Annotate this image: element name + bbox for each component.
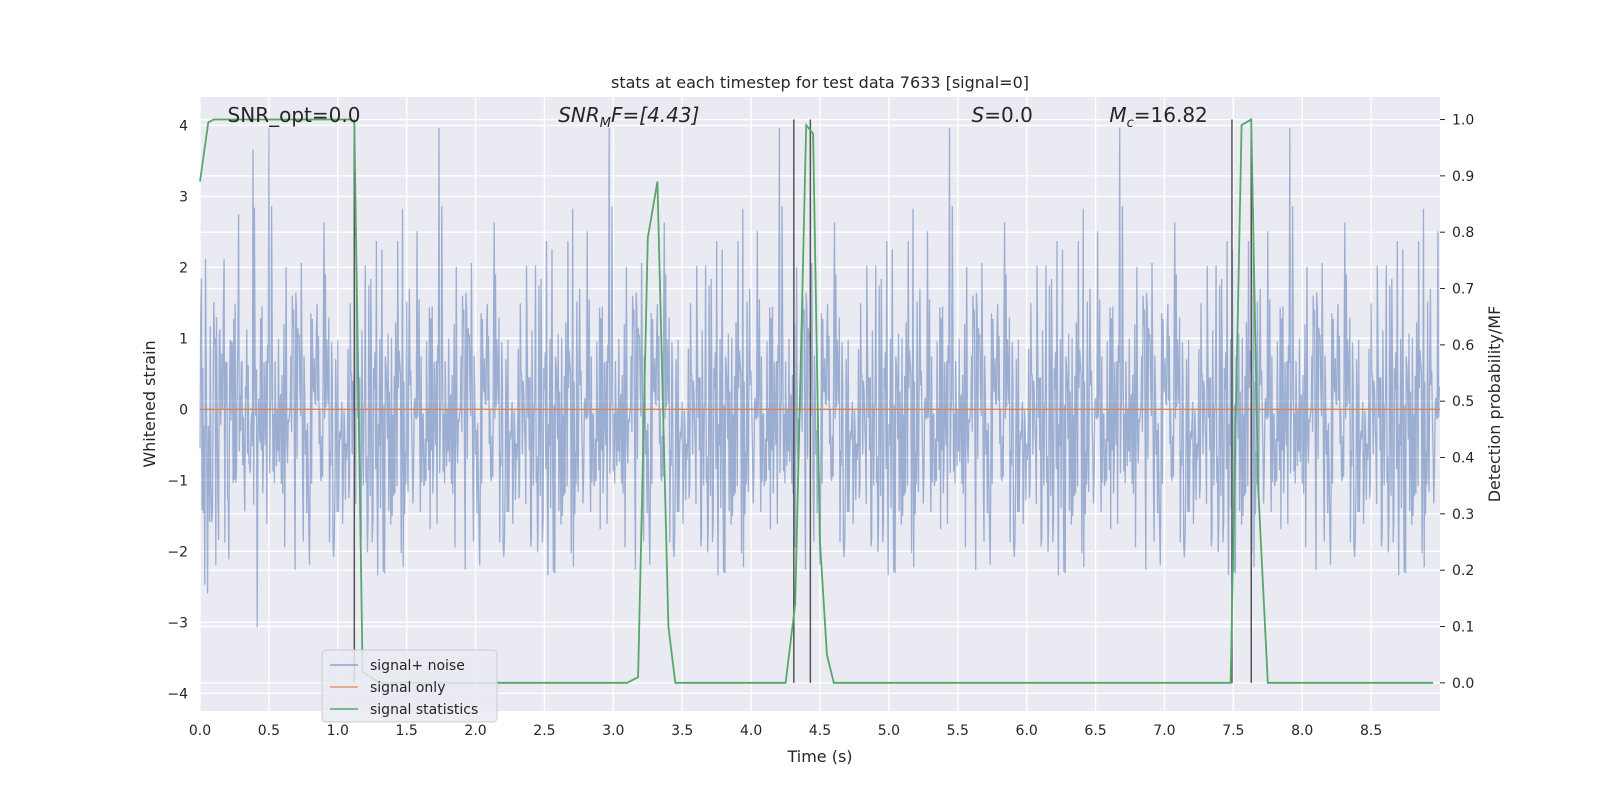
y-right-tick-label: 0.5 <box>1452 394 1474 410</box>
legend-entry-signal-only: signal only <box>370 680 445 696</box>
y-left-tick-label: 1 <box>179 331 188 347</box>
legend-entry-signal-noise: signal+ noise <box>370 658 465 674</box>
x-tick-label: 0.5 <box>258 723 280 739</box>
x-axis-label: Time (s) <box>786 747 852 766</box>
y-right-tick-label: 0.6 <box>1452 338 1474 354</box>
x-tick-label: 4.5 <box>809 723 831 739</box>
y-right-axis-label: Detection probability/MF <box>1485 306 1504 503</box>
annotation-s-rest: =0.0 <box>984 103 1033 127</box>
chart-title: stats at each timestep for test data 763… <box>611 73 1029 92</box>
y-left-tick-layer: 4 3 2 1 0 −1 −2 −3 −4 <box>167 118 188 702</box>
annotation-mc-main: M <box>1109 103 1126 127</box>
x-tick-label: 5.0 <box>878 723 900 739</box>
y-right-tick-layer: 1.0 0.9 0.8 0.7 0.6 0.5 0.4 0.3 0.2 0.1 0.0 <box>1440 113 1474 692</box>
annotation-mc-rest: =16.82 <box>1134 103 1208 127</box>
y-left-axis-label: Whitened strain <box>140 340 159 467</box>
annotation-s-main: S <box>972 103 985 127</box>
annotation-snr-mf: SNRMF=[4.43] <box>558 103 699 131</box>
x-tick-label: 0.0 <box>189 723 211 739</box>
x-tick-label: 1.5 <box>396 723 418 739</box>
y-right-tick-label: 0.1 <box>1452 620 1474 636</box>
annotation-mc: Mc=16.82 <box>1109 103 1207 131</box>
x-tick-label: 3.0 <box>602 723 624 739</box>
annotation-mc-sub: c <box>1127 116 1134 131</box>
annotation-snr-opt: SNR_opt=0.0 <box>228 103 361 127</box>
annotation-snr-mf-main: SNR <box>558 103 600 127</box>
signal-statistics-series-layer <box>199 117 1434 684</box>
x-tick-label: 7.5 <box>1222 723 1244 739</box>
y-right-tick-label: 0.9 <box>1452 169 1474 185</box>
y-left-tick-label: 4 <box>179 118 188 134</box>
x-tick-label: 6.0 <box>1016 723 1038 739</box>
annotation-s: S=0.0 <box>972 103 1033 127</box>
x-tick-label: 3.5 <box>671 723 693 739</box>
x-tick-label: 2.5 <box>533 723 555 739</box>
y-left-tick-label: −1 <box>167 473 188 489</box>
x-tick-label: 1.0 <box>327 723 349 739</box>
y-left-tick-label: −4 <box>167 686 188 702</box>
x-tick-label: 7.0 <box>1153 723 1175 739</box>
x-tick-label: 8.0 <box>1291 723 1313 739</box>
legend-box <box>321 649 498 723</box>
x-tick-label: 8.5 <box>1360 723 1382 739</box>
y-right-tick-label: 0.3 <box>1452 507 1474 523</box>
annotation-snr-mf-rest: F=[4.43] <box>611 103 699 127</box>
legend-entry-signal-statistics: signal statistics <box>370 702 478 718</box>
y-right-tick-label: 0.7 <box>1452 282 1474 298</box>
y-left-tick-label: 2 <box>179 260 188 276</box>
y-right-tick-label: 0.8 <box>1452 225 1474 241</box>
x-tick-layer: 0.0 0.5 1.0 1.5 2.0 2.5 3.0 3.5 4.0 4.5 5.0 5.5 6.0 6… <box>189 723 1382 739</box>
annotation-snr-mf-sub: M <box>600 116 611 131</box>
x-tick-label: 6.5 <box>1084 723 1106 739</box>
series-signal-statistics-line <box>199 117 1434 684</box>
y-right-tick-label: 0.2 <box>1452 563 1474 579</box>
y-left-tick-label: −3 <box>167 615 188 631</box>
x-tick-label: 5.5 <box>947 723 969 739</box>
y-right-tick-label: 0.0 <box>1452 676 1474 692</box>
x-tick-label: 2.0 <box>464 723 486 739</box>
y-right-tick-label: 0.4 <box>1452 451 1474 467</box>
y-left-tick-label: −2 <box>167 544 188 560</box>
legend: signal+ noise signal only signal statist… <box>321 649 498 723</box>
annotation-snr-opt-value: 0.0 <box>329 103 361 127</box>
annotation-snr-opt-prefix: SNR_opt= <box>228 103 329 127</box>
y-left-tick-label: 3 <box>179 189 188 205</box>
y-right-tick-label: 1.0 <box>1452 113 1474 129</box>
y-left-tick-label: 0 <box>179 402 188 418</box>
x-tick-label: 4.0 <box>740 723 762 739</box>
